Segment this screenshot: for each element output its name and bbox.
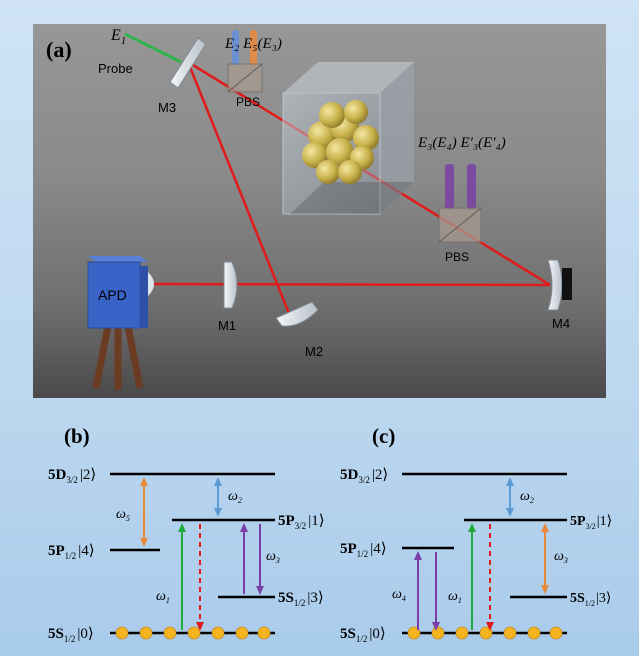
svg-text:ω4: ω4 bbox=[392, 587, 406, 603]
panel-c-level-labels: 5D3/2 |2⟩ 5P3/2|1⟩ 5P1/2 |4⟩ 5S1/2|3⟩ 5S1/… bbox=[340, 467, 612, 644]
panel-c-omega-labels: ω4 ω2 ω1 ω3 bbox=[392, 489, 568, 605]
svg-text:5D3/2|2⟩: 5D3/2 |2⟩ bbox=[48, 467, 96, 485]
omega2-arrow bbox=[214, 477, 222, 517]
svg-text:5P3/2|1⟩: 5P3/2|1⟩ bbox=[570, 514, 612, 531]
pbs1-label: PBS bbox=[236, 95, 260, 109]
omega1-arrow-c bbox=[468, 523, 476, 630]
svg-text:5S1/2|0⟩: 5S1/2 |0⟩ bbox=[340, 626, 386, 644]
omega5-arrow bbox=[140, 477, 148, 547]
apd-label: APD bbox=[98, 287, 127, 303]
svg-text:ω3: ω3 bbox=[266, 549, 280, 565]
svg-text:5S1/2|0⟩: 5S1/2 |0⟩ bbox=[48, 626, 94, 644]
m4-label: M4 bbox=[552, 316, 570, 331]
probe-field-label: E1 bbox=[110, 27, 126, 47]
omega2-arrow-c bbox=[506, 477, 514, 517]
panel-c-levels bbox=[402, 472, 567, 635]
apd-detector bbox=[87, 256, 154, 390]
svg-text:ω3: ω3 bbox=[554, 549, 568, 565]
m3-label: M3 bbox=[158, 100, 176, 115]
probe-label: Probe bbox=[98, 61, 133, 76]
omega3-arrow-c bbox=[541, 523, 549, 594]
svg-text:5P3/2|1⟩: 5P3/2|1⟩ bbox=[278, 513, 325, 531]
probe-beam bbox=[124, 32, 182, 64]
pbs-1 bbox=[227, 30, 263, 93]
m1-label: M1 bbox=[218, 318, 236, 333]
svg-text:5S1/2|3⟩: 5S1/2|3⟩ bbox=[570, 591, 611, 608]
atom-cloud bbox=[302, 100, 379, 184]
svg-text:ω5: ω5 bbox=[116, 507, 130, 523]
panel-c-transitions bbox=[414, 477, 549, 631]
panel-b-levels bbox=[110, 472, 275, 635]
panel-b-transitions bbox=[140, 477, 264, 631]
svg-text:5P1/2|4⟩: 5P1/2 |4⟩ bbox=[48, 543, 95, 561]
panel-c-label: (c) bbox=[372, 424, 395, 448]
omega3-arrows bbox=[240, 523, 264, 595]
pbs1-fields-label: E₂ E₅(E₃) bbox=[224, 36, 282, 52]
omega1-arrow bbox=[178, 523, 186, 630]
svg-text:5S1/2|3⟩: 5S1/2|3⟩ bbox=[278, 590, 324, 608]
svg-text:ω2: ω2 bbox=[228, 489, 242, 505]
mirror-m1 bbox=[223, 261, 238, 309]
panel-b-level-labels: 5D3/2 |2⟩ 5P3/2 |1⟩ 5P1/2 |4⟩ 5S1/2 |3⟩ 5S1/… bbox=[48, 467, 325, 644]
pbs2-label: PBS bbox=[445, 250, 469, 264]
signal-dashed-arrow-c bbox=[486, 524, 494, 631]
panel-b-label: (b) bbox=[64, 424, 90, 448]
svg-text:ω1: ω1 bbox=[156, 589, 170, 605]
panel-c-atoms bbox=[407, 626, 563, 640]
pbs-2 bbox=[438, 164, 482, 243]
signal-dashed-arrow bbox=[196, 524, 204, 631]
omega4-arrows bbox=[414, 551, 440, 631]
mirror-m2 bbox=[275, 301, 319, 327]
svg-text:ω2: ω2 bbox=[520, 489, 534, 505]
svg-text:5D3/2|2⟩: 5D3/2 |2⟩ bbox=[340, 467, 388, 485]
svg-text:5P1/2|4⟩: 5P1/2 |4⟩ bbox=[340, 541, 387, 559]
m2-label: M2 bbox=[305, 344, 323, 359]
panel-b-atoms bbox=[115, 626, 271, 640]
pbs2-fields-label: E₃(E₄) E′₃(E′₄) bbox=[417, 135, 506, 151]
panel-a-label: (a) bbox=[46, 37, 72, 62]
mirror-m3 bbox=[169, 37, 207, 89]
panel-b-omega-labels: ω5 ω2 ω1 ω3 bbox=[116, 489, 280, 605]
mirror-m4 bbox=[547, 259, 572, 311]
svg-text:ω1: ω1 bbox=[448, 589, 462, 605]
